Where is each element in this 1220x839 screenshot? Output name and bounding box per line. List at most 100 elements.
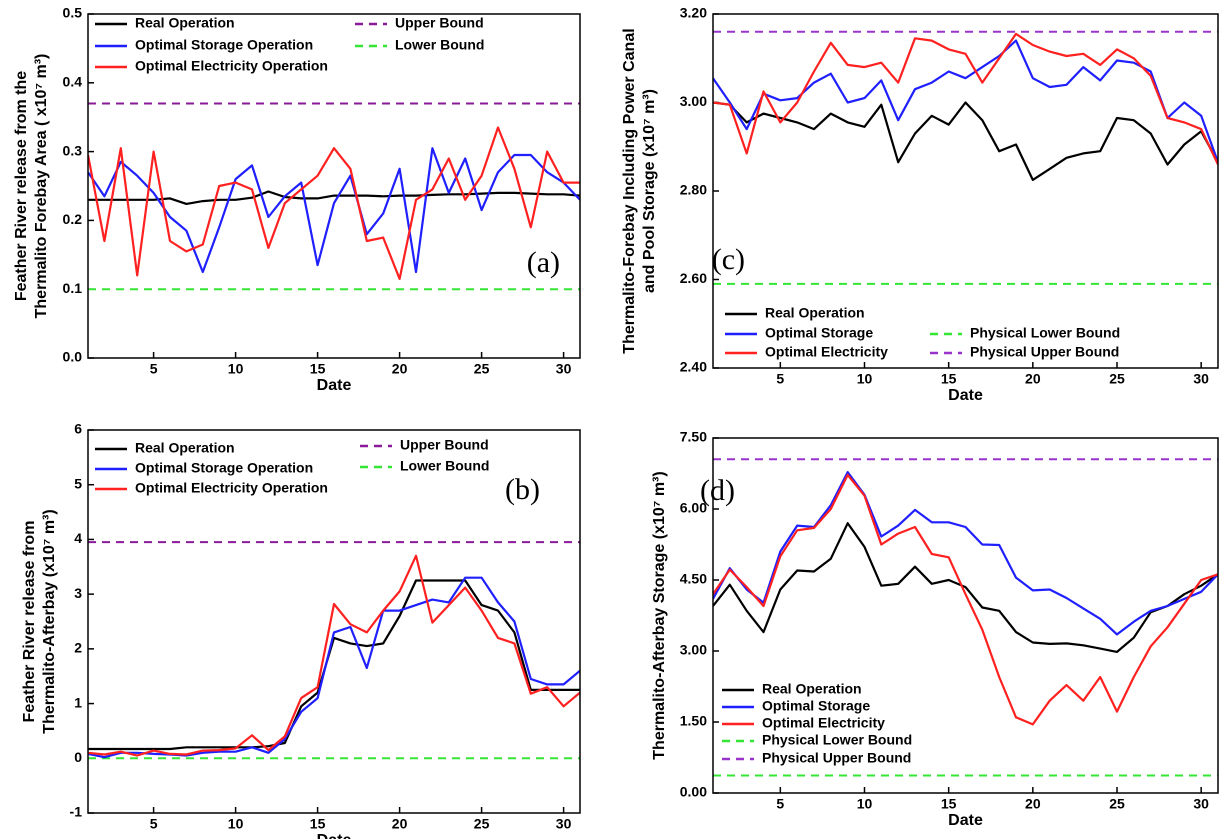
x-tick-label: 25 [474, 816, 490, 832]
y-axis-label: Feather River release from [21, 521, 38, 723]
y-tick-label: 5 [74, 475, 82, 491]
legend-label: Optimal Electricity Operation [135, 58, 328, 74]
legend-label: Physical Lower Bound [762, 732, 912, 748]
y-tick-label: 0.1 [63, 280, 83, 296]
x-tick-label: 15 [310, 816, 326, 832]
legend-label: Upper Bound [400, 437, 489, 453]
series-line [88, 554, 580, 757]
legend-label: Real Operation [762, 681, 862, 697]
y-tick-label: 0.5 [63, 5, 83, 21]
x-tick-label: 25 [474, 361, 490, 377]
plot-frame [87, 429, 581, 814]
x-tick-label: 20 [1025, 796, 1041, 812]
x-tick-label: 10 [228, 816, 244, 832]
series-line [713, 473, 1218, 726]
legend-label: Lower Bound [400, 458, 489, 474]
y-tick-label: 3.00 [680, 642, 707, 658]
x-axis-label: Date [948, 387, 983, 404]
x-tick-label: 10 [857, 796, 873, 812]
legend-label: Real Operation [135, 440, 235, 456]
x-tick-label: 15 [941, 796, 957, 812]
x-tick-label: 25 [1109, 796, 1125, 812]
y-tick-label: 6 [74, 421, 82, 437]
legend-label: Physical Lower Bound [970, 325, 1120, 341]
y-tick-label: 3.20 [680, 5, 707, 21]
y-tick-label: 0.0 [63, 349, 83, 365]
panel-annotation: (a) [527, 246, 560, 279]
panel-annotation: (b) [505, 473, 540, 506]
series-line [713, 101, 1218, 181]
y-tick-label: 0.2 [63, 211, 83, 227]
legend-label: Optimal Electricity [765, 344, 888, 360]
x-tick-label: 5 [150, 361, 158, 377]
legend-label: Lower Bound [395, 37, 484, 53]
series-line [713, 39, 1218, 163]
x-tick-label: 10 [228, 361, 244, 377]
y-tick-label: 4 [74, 530, 82, 546]
panel: -1 0 1 2 3 4 5 6 5 10 15 20 25 30 Date Feather River re… [21, 421, 581, 839]
y-tick-label: 3.00 [680, 93, 707, 109]
x-tick-label: 30 [1193, 371, 1209, 387]
plot-frame [87, 13, 581, 359]
panel-annotation: (d) [700, 474, 735, 507]
plot-frame [712, 13, 1219, 369]
x-tick-label: 30 [556, 361, 572, 377]
y-tick-label: 0.00 [680, 784, 707, 800]
panel: 0.0 0.1 0.2 0.3 0.4 0.5 5 10 15 20 25 30 Date Feather… [13, 5, 581, 394]
y-axis-label: Feather River release from the [13, 71, 30, 301]
legend-label: Real Operation [135, 15, 235, 31]
y-tick-label: 2.80 [680, 182, 707, 198]
x-tick-label: 20 [392, 361, 408, 377]
y-tick-label: 2.40 [680, 359, 707, 375]
y-tick-label: -1 [70, 804, 83, 820]
series-line [713, 32, 1218, 165]
legend-label: Optimal Storage [765, 325, 873, 341]
y-axis-label: Thermalito Forebay Area ( x10⁷ m³) [33, 54, 50, 319]
legend-label: Optimal Electricity Operation [135, 480, 328, 496]
x-tick-label: 10 [857, 371, 873, 387]
x-axis-label: Date [948, 812, 983, 829]
legend-label: Upper Bound [395, 15, 484, 31]
y-tick-label: 6.00 [680, 500, 707, 516]
x-tick-label: 20 [392, 816, 408, 832]
legend-label: Optimal Storage [762, 698, 870, 714]
series-line [88, 126, 580, 280]
y-tick-label: 4.50 [680, 571, 707, 587]
y-tick-label: 7.50 [680, 429, 707, 445]
x-tick-label: 30 [1193, 796, 1209, 812]
y-tick-label: 0.4 [63, 74, 83, 90]
x-axis-label: Date [317, 377, 352, 394]
series-line [88, 147, 580, 274]
y-tick-label: 0 [74, 749, 82, 765]
y-tick-label: 2 [74, 640, 82, 656]
series-line [713, 522, 1218, 653]
legend-label: Optimal Electricity [762, 715, 885, 731]
series-line [88, 579, 580, 751]
panel: 0.00 1.50 3.00 4.50 6.00 7.50 5 10 15 20 25 30 Date T… [651, 429, 1219, 829]
x-tick-label: 25 [1109, 371, 1125, 387]
y-axis-label: and Pool Storage (x10⁷ m³) [641, 89, 658, 293]
y-tick-label: 1 [74, 694, 82, 710]
x-tick-label: 5 [776, 371, 784, 387]
x-axis-label: Date [317, 832, 352, 839]
y-tick-label: 2.60 [680, 270, 707, 286]
y-axis-label: Thermalito-Afterbay Storage (x10⁷ m³) [651, 471, 668, 759]
y-axis-label: Thermalito-Afterbay (x10⁷ m³) [41, 509, 58, 733]
x-tick-label: 15 [310, 361, 326, 377]
panel: 2.40 2.60 2.80 3.00 3.20 5 10 15 20 25 30 Date Therm… [621, 5, 1219, 404]
y-tick-label: 3 [74, 585, 82, 601]
x-tick-label: 20 [1025, 371, 1041, 387]
series-line [88, 190, 580, 205]
y-axis-label: Thermalito-Forebay Including Power Canal [621, 28, 638, 353]
legend-label: Optimal Storage Operation [135, 460, 313, 476]
legend-label: Real Operation [765, 305, 865, 321]
x-tick-label: 30 [556, 816, 572, 832]
legend-label: Optimal Storage Operation [135, 37, 313, 53]
x-tick-label: 5 [150, 816, 158, 832]
x-tick-label: 5 [776, 796, 784, 812]
y-tick-label: 1.50 [680, 713, 707, 729]
x-tick-label: 15 [941, 371, 957, 387]
plot-frame [712, 437, 1219, 794]
series-line [713, 471, 1218, 636]
